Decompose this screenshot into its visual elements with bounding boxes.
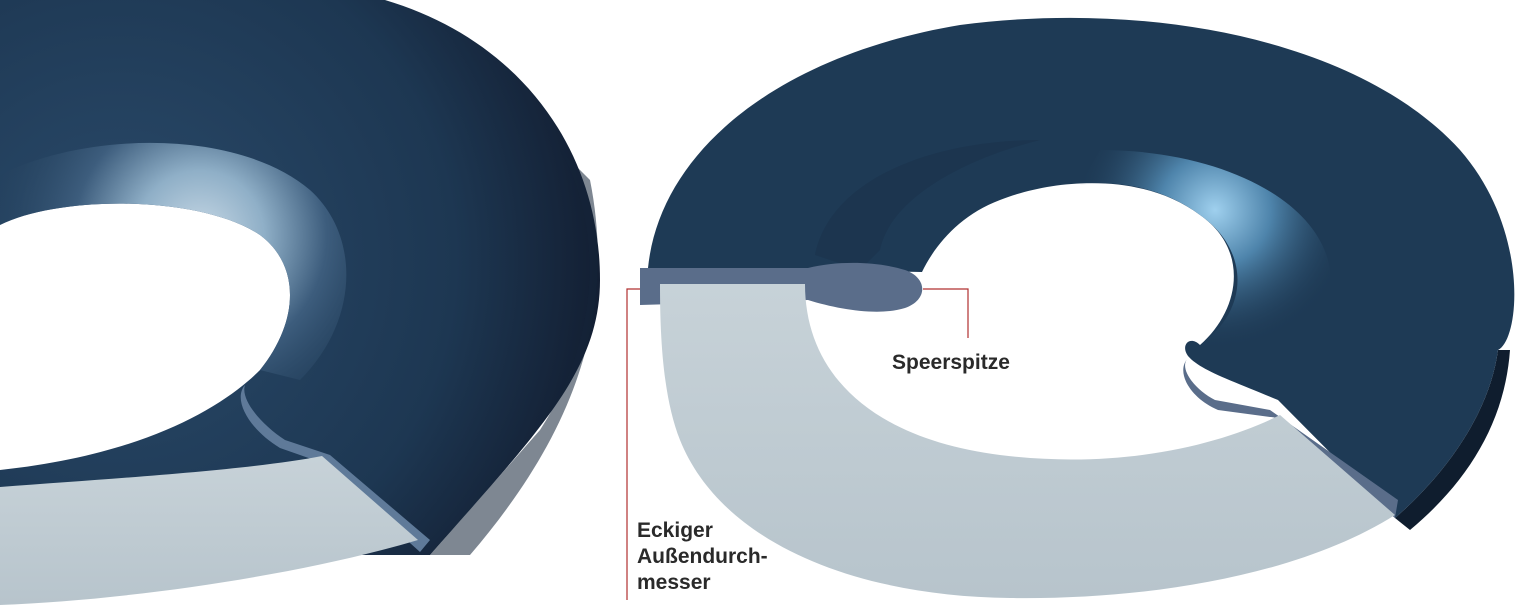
left-washer — [0, 0, 600, 605]
label-eckiger-aussendurchmesser: Eckiger Außendurch- messer — [637, 518, 768, 596]
right-washer-edge — [1395, 350, 1510, 530]
right-washer-groove-inner — [815, 140, 1040, 270]
right-washer-groove-highlight — [1080, 150, 1331, 380]
left-washer-groove-highlight — [0, 142, 347, 380]
callout-line-speerspitze — [923, 288, 969, 338]
left-washer-rim-shadow — [430, 150, 598, 555]
label-eckiger-line3: messer — [637, 571, 711, 594]
callout-line-eckiger — [626, 288, 640, 600]
right-washer — [640, 17, 1515, 599]
label-eckiger-line2: Außendurch- — [637, 545, 768, 568]
left-washer-cut-face — [0, 456, 418, 605]
right-washer-top-surface — [648, 17, 1515, 518]
label-eckiger-line1: Eckiger — [637, 519, 713, 542]
label-speerspitze: Speerspitze — [892, 351, 1010, 374]
right-washer-cut-face — [660, 284, 1395, 599]
